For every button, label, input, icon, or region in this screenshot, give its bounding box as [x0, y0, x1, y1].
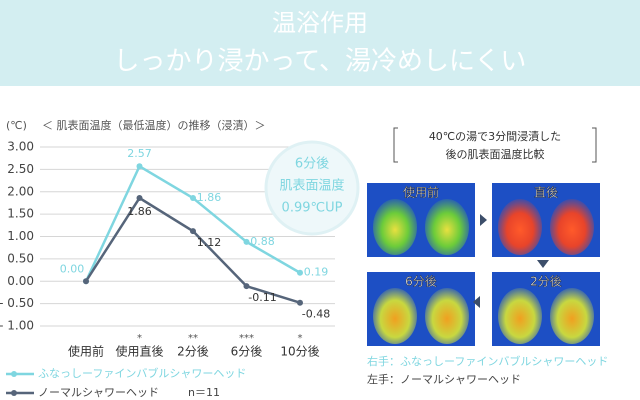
n-label: n＝11 — [188, 386, 220, 399]
thermal-caption: 後の肌表面温度比較 — [446, 147, 545, 161]
y-tick-label: 1.00 — [7, 229, 34, 243]
point — [297, 269, 303, 276]
y-tick-label: - 1.00 — [0, 319, 34, 333]
callout-text: 肌表面温度 — [279, 178, 344, 194]
callout-circle — [264, 140, 360, 236]
panel-label: 直後 — [534, 186, 558, 200]
data-label: 0.00 — [60, 262, 85, 275]
callout-text: 6分後 — [295, 157, 329, 172]
data-label: 1.12 — [197, 236, 222, 249]
point — [190, 228, 196, 235]
hand — [498, 199, 542, 255]
data-label: 0.19 — [304, 266, 329, 279]
x-tick-label: 6分後 — [231, 345, 263, 359]
y-tick-label: 0.00 — [7, 274, 34, 288]
hand — [498, 288, 542, 344]
hand — [550, 199, 594, 255]
y-tick-label: 1.50 — [7, 207, 34, 221]
y-tick-label: 0.50 — [7, 251, 34, 265]
panel-label: 使用前 — [403, 185, 439, 200]
thermal-note: 右手：ふなっしーファインバブルシャワーヘッド — [367, 354, 608, 368]
point — [297, 299, 303, 306]
significance: * — [298, 333, 303, 344]
thermal-caption: 40℃の湯で3分間浸漬した — [429, 129, 561, 143]
significance: ** — [188, 333, 198, 344]
y-tick-label: - 0.50 — [0, 296, 34, 310]
point — [136, 195, 143, 202]
point — [243, 238, 250, 245]
point — [83, 278, 89, 285]
significance: *** — [239, 333, 254, 344]
data-label: 0.88 — [250, 235, 275, 248]
panel-label: 2分後 — [530, 275, 562, 289]
caption-bracket — [393, 127, 597, 163]
x-tick-label: 10分後 — [280, 345, 319, 359]
thermal-panels: 使用前 直後 6分後 2分後 — [367, 183, 600, 346]
thermal-note: 左手：ノーマルシャワーヘッド — [367, 372, 521, 386]
panel-label: 6分後 — [405, 275, 437, 289]
x-tick-label: 使用前 — [68, 344, 104, 359]
header-title: 温浴作用 — [272, 9, 368, 37]
y-tick-label: 3.00 — [7, 140, 34, 154]
arrows — [473, 214, 549, 308]
header-subtitle: しっかり浸かって、湯冷めしにくい — [114, 47, 527, 77]
data-label: -0.48 — [302, 308, 330, 321]
hand — [373, 288, 417, 344]
point — [190, 195, 196, 202]
unit-label: (℃) — [6, 119, 27, 132]
legend-label: ふなっしーファインバブルシャワーヘッド — [38, 366, 246, 380]
header-band — [0, 0, 640, 86]
legend-marker — [11, 390, 17, 396]
data-label: 2.57 — [127, 147, 152, 160]
legend-marker — [11, 371, 17, 377]
legend-label: ノーマルシャワーヘッド — [38, 386, 159, 399]
point — [136, 163, 143, 170]
hand — [550, 288, 594, 344]
point — [243, 283, 250, 290]
x-tick-label: 使用直後 — [115, 344, 163, 359]
data-label: 1.86 — [197, 191, 222, 204]
y-tick-label: 2.50 — [7, 162, 34, 176]
hand — [425, 199, 469, 255]
callout-text: 0.99℃UP — [282, 201, 343, 216]
hand — [373, 199, 417, 255]
data-label: -0.11 — [248, 291, 276, 304]
y-tick-label: 2.00 — [7, 184, 34, 198]
data-label: 1.86 — [127, 205, 152, 218]
significance: * — [137, 333, 142, 344]
x-tick-label: 2分後 — [177, 345, 209, 359]
chart-title: ＜ 肌表面温度（最低温度）の推移（浸漬）＞ — [42, 118, 266, 132]
hand — [425, 288, 469, 344]
